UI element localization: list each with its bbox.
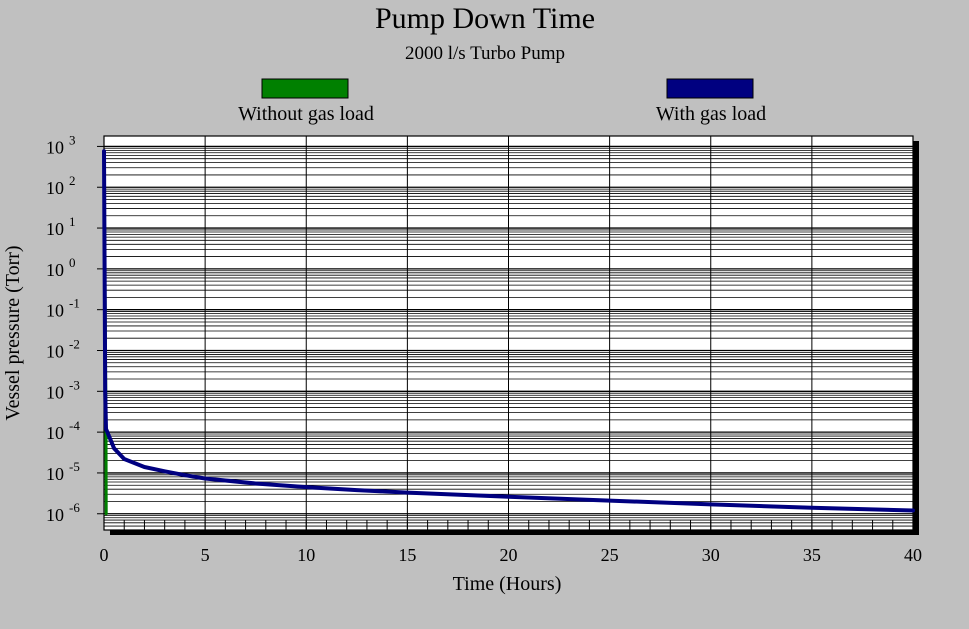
y-tick-label-exponent: -4: [69, 418, 80, 433]
plot-frame-right: [913, 141, 919, 535]
y-tick-label-exponent: -2: [69, 336, 80, 351]
y-tick-label-base: 10: [46, 219, 64, 239]
y-tick-label-exponent: 0: [69, 255, 76, 270]
y-tick-label-base: 10: [46, 301, 64, 321]
y-tick-label-base: 10: [46, 137, 64, 157]
x-tick-label: 5: [201, 545, 210, 565]
chart-subtitle: 2000 l/s Turbo Pump: [405, 43, 565, 64]
legend-swatch-without-gas-load: [261, 78, 349, 99]
y-tick-label-exponent: 3: [69, 132, 76, 147]
y-tick-label-base: 10: [46, 260, 64, 280]
chart-title: Pump Down Time: [375, 2, 595, 35]
y-tick-label-exponent: 2: [69, 173, 76, 188]
x-tick-label: 25: [601, 545, 619, 565]
x-tick-label: 10: [297, 545, 315, 565]
y-tick-label-base: 10: [46, 423, 64, 443]
y-tick-label-base: 10: [46, 178, 64, 198]
plot-area: 0 5 10 15 20 25 30 35 40 10 3 10 2 10 1 10 0 10 -1 10 -2 10 -3…: [46, 132, 922, 565]
y-tick-label-base: 10: [46, 505, 64, 525]
x-axis-title: Time (Hours): [453, 573, 562, 595]
x-tick-label: 0: [100, 545, 109, 565]
y-tick-label-exponent: 1: [69, 214, 76, 229]
y-tick-label-exponent: -6: [69, 500, 80, 515]
x-tick-label: 30: [702, 545, 720, 565]
x-tick-label: 15: [398, 545, 416, 565]
legend-label-without-gas-load: Without gas load: [238, 103, 374, 125]
y-tick-label-base: 10: [46, 464, 64, 484]
x-tick-label: 40: [904, 545, 922, 565]
series-line-with-gas-load: [102, 149, 915, 513]
y-tick-label-base: 10: [46, 341, 64, 361]
y-tick-label-base: 10: [46, 382, 64, 402]
x-tick-label: 20: [500, 545, 518, 565]
y-tick-label-exponent: -5: [69, 459, 80, 474]
y-axis-title: Vessel pressure (Torr): [2, 245, 24, 420]
y-tick-label-exponent: -1: [69, 296, 80, 311]
plot-frame-bottom: [110, 530, 919, 535]
x-tick-label: 35: [803, 545, 821, 565]
legend-label-with-gas-load: With gas load: [656, 103, 766, 125]
y-tick-label-exponent: -3: [69, 377, 80, 392]
legend-swatch-with-gas-load: [666, 78, 754, 99]
